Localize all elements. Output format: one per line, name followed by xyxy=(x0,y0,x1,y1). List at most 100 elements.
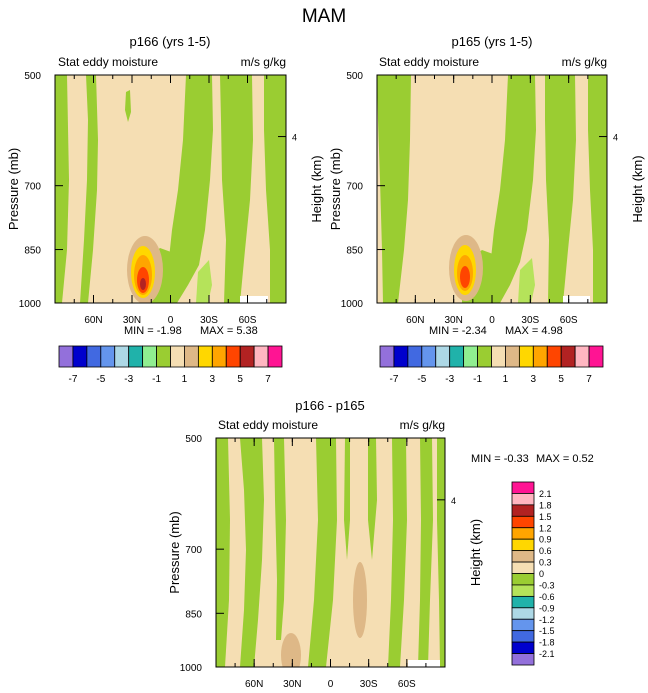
colorbar-swatch xyxy=(435,345,451,368)
y2-axis-title: Height (km) xyxy=(468,519,483,586)
colorbar-label: -1.8 xyxy=(539,638,555,648)
y-tick-label: 1000 xyxy=(341,299,364,310)
x-tick-label: 60S xyxy=(239,315,257,326)
colorbar-swatch xyxy=(511,573,535,586)
figure-title: MAM xyxy=(302,6,346,27)
colorbar-swatch xyxy=(511,515,535,529)
panel-p165: p165 (yrs 1-5) Stat eddy moisture m/s g/… xyxy=(328,34,645,326)
contour-band xyxy=(368,438,377,560)
colorbar-swatch xyxy=(114,345,130,368)
y-tick-label: 500 xyxy=(346,71,363,82)
x-tick-label: 0 xyxy=(168,315,174,326)
colorbar-label: 0 xyxy=(539,569,544,579)
panel-p166: p166 (yrs 1-5) Stat eddy moisture m/s g/… xyxy=(6,34,324,326)
x-tick-label: 30N xyxy=(123,315,141,326)
colorbar-swatch xyxy=(477,345,492,368)
colorbar-label: 1 xyxy=(503,374,509,385)
x-tick-label: 60N xyxy=(245,679,263,690)
x-tick-label: 30N xyxy=(444,315,462,326)
contour-band xyxy=(281,633,301,667)
colorbar-swatch xyxy=(225,345,241,368)
contour-fill xyxy=(216,438,445,667)
field-label: Stat eddy moisture xyxy=(218,418,318,432)
colorbar-swatch xyxy=(184,345,199,368)
colorbar-swatch xyxy=(393,345,409,368)
contour-fill xyxy=(55,75,286,303)
contour-band xyxy=(388,438,407,667)
y-tick-label: 500 xyxy=(185,434,202,445)
x-tick-label: 30S xyxy=(200,315,218,326)
colorbar-swatch xyxy=(511,481,535,494)
y-axis-title: Pressure (mb) xyxy=(167,511,182,593)
x-tick-label: 0 xyxy=(489,315,495,326)
contour-band xyxy=(274,438,286,640)
colorbar-swatch xyxy=(546,345,562,368)
colorbar-swatch xyxy=(511,493,535,506)
contour-band xyxy=(240,438,264,667)
colorbar-swatch xyxy=(379,345,395,368)
panel-title: p166 (yrs 1-5) xyxy=(130,34,211,49)
contour-band xyxy=(545,75,576,303)
colorbar-swatch xyxy=(511,641,535,654)
y2-axis-title: Height (km) xyxy=(309,155,324,222)
contour-band xyxy=(518,258,535,303)
colorbar-swatch xyxy=(421,345,437,368)
y-axis-title: Pressure (mb) xyxy=(6,148,21,230)
contour-band xyxy=(158,75,213,303)
y-tick-label: 1000 xyxy=(180,663,203,674)
y-axis-title: Pressure (mb) xyxy=(328,148,343,230)
contour-band xyxy=(353,562,367,638)
colorbar-swatch xyxy=(100,345,116,368)
colorbar-label: 1.5 xyxy=(539,512,552,522)
missing-data xyxy=(408,660,440,667)
units-label: m/s g/kg xyxy=(400,418,445,432)
field-label: Stat eddy moisture xyxy=(58,55,158,69)
y-tick-label: 700 xyxy=(346,182,363,193)
field-label: Stat eddy moisture xyxy=(379,55,479,69)
missing-data xyxy=(240,296,268,303)
y-tick-label: 1000 xyxy=(19,299,42,310)
colorbar-label: -7 xyxy=(389,374,398,385)
colorbar-swatch xyxy=(58,345,74,368)
x-tick-label: 60S xyxy=(560,315,578,326)
y2-tick-label: 4 xyxy=(451,496,456,506)
colorbar-label: -2.1 xyxy=(539,649,555,659)
colorbar-diff: 2.11.81.51.20.90.60.30-0.3-0.6-0.9-1.2-1… xyxy=(511,481,555,666)
colorbar-p166: -7 -5 -3 -1 1 3 5 7 xyxy=(58,345,283,385)
colorbar-p165: -7 -5 -3 -1 1 3 5 7 xyxy=(379,345,604,385)
min-label: MIN = -0.33 xyxy=(471,453,529,465)
panel-diff: p166 - p165 Stat eddy moisture m/s g/kg … xyxy=(167,398,483,690)
colorbar-swatch xyxy=(511,561,535,574)
colorbar-swatch xyxy=(142,345,157,368)
colorbar-swatch xyxy=(128,345,144,368)
colorbar-swatch xyxy=(170,345,185,368)
max-label: MAX = 4.98 xyxy=(505,325,563,337)
colorbar-label: -0.3 xyxy=(539,580,555,590)
colorbar-swatch xyxy=(463,345,478,368)
colorbar-swatch xyxy=(518,345,534,368)
colorbar-label: 3 xyxy=(210,374,216,385)
colorbar-swatch xyxy=(156,345,171,368)
colorbar-label: -1 xyxy=(473,374,482,385)
max-label: MAX = 5.38 xyxy=(200,325,258,337)
colorbar-swatch xyxy=(72,345,88,368)
contour-band xyxy=(80,75,98,303)
colorbar-label: -7 xyxy=(68,374,77,385)
contour-band xyxy=(344,438,350,560)
colorbar-swatch xyxy=(511,550,535,563)
colorbar-label: -1 xyxy=(152,374,161,385)
missing-data xyxy=(563,296,590,303)
panel-title: p165 (yrs 1-5) xyxy=(452,34,533,49)
colorbar-swatch xyxy=(511,527,535,540)
colorbar-swatch xyxy=(511,538,535,552)
colorbar-swatch xyxy=(511,595,535,609)
colorbar-swatch xyxy=(253,345,269,368)
min-label: MIN = -1.98 xyxy=(124,325,182,337)
colorbar-label: 0.9 xyxy=(539,535,552,545)
y2-axis-title: Height (km) xyxy=(630,155,645,222)
colorbar-swatch xyxy=(239,345,255,368)
colorbar-label: 7 xyxy=(586,374,592,385)
colorbar-swatch xyxy=(511,653,535,666)
y-tick-label: 700 xyxy=(24,182,41,193)
colorbar-label: -3 xyxy=(124,374,133,385)
